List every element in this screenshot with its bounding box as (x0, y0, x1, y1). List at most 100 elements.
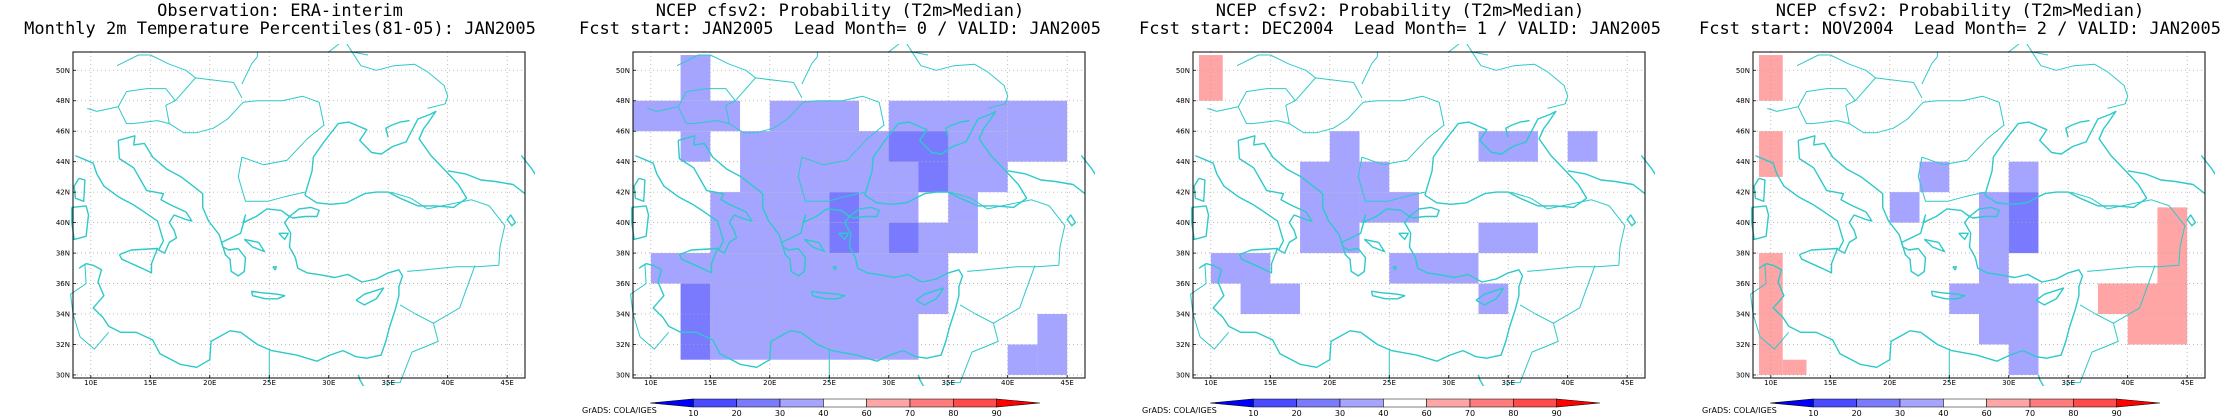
lon-tick-label: 25E (1383, 379, 1396, 386)
coastline (1812, 95, 2005, 202)
coastline (1508, 304, 1559, 384)
lon-tick-label: 45E (500, 379, 513, 386)
lon-tick-label: 15E (704, 379, 717, 386)
lat-tick-label: 48N (56, 97, 70, 105)
coastline (1195, 140, 1313, 254)
lon-tick-label: 45E (1620, 379, 1633, 386)
lat-tick-label: 36N (56, 280, 70, 288)
colorbar-swatch (1339, 398, 1384, 408)
coastline (1923, 238, 1946, 253)
colorbar-tick-label: 30 (775, 409, 785, 418)
coastline (328, 44, 449, 109)
colorbar-swatch (2029, 398, 2074, 408)
coastline (1207, 106, 1253, 125)
coastline (946, 382, 949, 386)
colorbar-swatch (779, 398, 824, 408)
coastline (2200, 155, 2215, 176)
lat-tick-label: 48N (1176, 97, 1190, 105)
coastline (278, 232, 289, 241)
lat-tick-label: 32N (56, 341, 70, 349)
colorbar-tick-label: 40 (1378, 409, 1388, 418)
probability-cell (1007, 344, 1038, 375)
map-plot: 10E 15E 20E 25E 30E 35E 40E 45E 30N 32N 34N 36N 38N 4… (1176, 44, 1655, 386)
lon-tick-label: 15E (1824, 379, 1837, 386)
lat-tick-label: 42N (1736, 189, 1750, 197)
coastline (1361, 52, 1378, 85)
colorbar-swatch (823, 398, 867, 408)
lon-tick-label: 40E (441, 379, 454, 386)
lon-tick-label: 40E (2121, 379, 2134, 386)
coastline (810, 290, 846, 300)
probability-cell (1389, 253, 1479, 284)
colorbar-swatch (1253, 398, 1297, 408)
colorbar-tick-label: 30 (1335, 409, 1345, 418)
coastline (803, 238, 826, 253)
lon-tick-label: 25E (823, 379, 836, 386)
grads-credit: GrADS: COLA/IGES (1142, 406, 1217, 415)
lon-tick-label: 35E (382, 379, 395, 386)
probability-cell (1567, 131, 1598, 162)
coastline (1553, 265, 1596, 324)
lat-tick-label: 40N (1176, 219, 1190, 227)
coastline (2035, 287, 2065, 306)
colorbar-tick-label: 90 (992, 409, 1002, 418)
lat-tick-label: 46N (1736, 128, 1750, 136)
lat-tick-label: 46N (56, 128, 70, 136)
probability-cell (1300, 161, 1390, 193)
colorbar-swatch (693, 398, 737, 408)
lat-tick-label: 36N (616, 280, 630, 288)
probability-cell (1782, 359, 1807, 375)
lat-tick-label: 32N (616, 341, 630, 349)
probability-cell (1037, 314, 1068, 375)
coastline (1237, 88, 1296, 108)
coastline (915, 287, 945, 306)
lat-tick-label: 34N (1736, 311, 1750, 319)
panel-title-line2: Fcst start: DEC2004 Lead Month= 1 / VALI… (1139, 19, 1661, 39)
probability-cell (1979, 192, 2009, 284)
lat-tick-label: 44N (1176, 158, 1190, 166)
coastline (1510, 191, 1626, 272)
coastline (1193, 177, 1206, 202)
colorbar-tick-label: 40 (1938, 409, 1948, 418)
coastline (1921, 52, 1938, 85)
lat-tick-label: 34N (56, 311, 70, 319)
probability-cell (769, 100, 859, 132)
colorbar-tick-label: 60 (862, 409, 872, 418)
lon-tick-label: 30E (1442, 379, 1455, 386)
coastline (506, 214, 517, 227)
lat-tick-label: 32N (1176, 341, 1190, 349)
lon-tick-label: 45E (1060, 379, 1073, 386)
lat-tick-label: 50N (1176, 67, 1190, 75)
probability-cell (888, 222, 919, 254)
coastline (1066, 214, 1077, 227)
panel-lead2: NCEP cfsv2: Probability (T2m>Median) Fcs… (1680, 0, 2240, 420)
colorbar: 10 20 30 40 60 70 80 90 (1209, 398, 1601, 418)
lat-tick-label: 40N (616, 219, 630, 227)
coastline (1370, 290, 1406, 300)
lat-tick-label: 30N (1736, 371, 1750, 379)
colorbar-tick-label: 70 (905, 409, 915, 418)
map-plot: 10E 15E 20E 25E 30E 35E 40E 45E 30N 32N 34N 36N 38N 4… (1736, 44, 2215, 386)
lat-tick-label: 34N (1176, 311, 1190, 319)
probability-cell (2127, 314, 2188, 345)
lat-tick-label: 48N (1736, 97, 1750, 105)
coastline (1626, 214, 1637, 227)
colorbar-tick-label: 60 (1982, 409, 1992, 418)
coastline (1398, 232, 1409, 241)
coastline (1797, 88, 1856, 108)
coastline (1753, 177, 1766, 202)
coastline (289, 206, 320, 219)
lat-tick-label: 46N (616, 128, 630, 136)
lat-tick-label: 40N (1736, 219, 1750, 227)
coastline (945, 119, 970, 138)
coastline (1984, 110, 2148, 209)
colorbar-tick-label: 10 (1248, 409, 1258, 418)
colorbar-tick-label: 70 (2025, 409, 2035, 418)
lon-tick-label: 10E (84, 379, 97, 386)
lat-tick-label: 50N (1736, 67, 1750, 75)
coastline (1640, 155, 1655, 176)
probability-cell (680, 283, 711, 360)
colorbar-swatch (996, 398, 1041, 408)
coastline (2070, 191, 2186, 272)
colorbar-swatch (1556, 398, 1601, 408)
